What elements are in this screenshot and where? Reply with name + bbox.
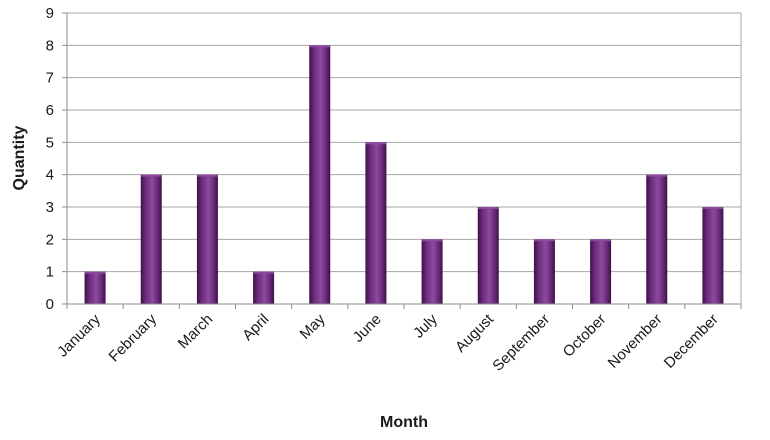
y-tick-label: 8 <box>46 37 54 54</box>
bar-january <box>84 271 106 304</box>
y-tick-label: 9 <box>46 5 54 22</box>
x-tick-label: July <box>410 310 441 341</box>
gridlines <box>67 12 741 273</box>
x-tick-label: March <box>175 311 216 352</box>
y-tick-label: 5 <box>46 134 54 151</box>
y-tick-label: 2 <box>46 231 54 248</box>
x-tick-label: August <box>452 310 498 356</box>
bar-october <box>590 239 612 304</box>
bar-cap <box>421 239 443 242</box>
x-tick-label: May <box>297 310 329 342</box>
bar-june <box>365 142 387 304</box>
bar-cap <box>590 239 612 242</box>
y-tick-labels: 0 1 2 3 4 5 6 7 8 9 <box>46 5 54 313</box>
y-tick-label: 0 <box>46 296 54 313</box>
x-tick-label: November <box>605 311 666 372</box>
bar-cap <box>365 142 387 145</box>
x-tick-label: December <box>661 311 722 372</box>
bar-cap <box>533 239 555 242</box>
bar-cap <box>477 207 499 209</box>
x-tick-label: September <box>489 311 553 375</box>
x-tick-label: April <box>239 311 272 344</box>
bars <box>84 45 724 304</box>
bar-cap <box>702 207 724 209</box>
bar-cap <box>140 174 162 177</box>
y-tick-label: 6 <box>46 102 54 119</box>
x-tick-labels: January February March April May June July Augu… <box>54 310 722 374</box>
y-tick-label: 1 <box>46 264 54 281</box>
axes <box>62 12 742 309</box>
y-tick-label: 3 <box>46 199 54 216</box>
bar-cap <box>196 174 218 177</box>
y-axis-title: Quantity <box>11 125 28 190</box>
x-axis-title: Month <box>380 414 428 431</box>
x-tick-label: January <box>54 310 104 360</box>
bar-september <box>533 239 555 304</box>
bar-december <box>702 207 724 304</box>
bar-cap <box>646 174 668 177</box>
bar-march <box>196 174 218 304</box>
bar-april <box>253 271 275 304</box>
y-tick-label: 7 <box>46 70 54 87</box>
bar-july <box>421 239 443 304</box>
bar-november <box>646 174 668 304</box>
bar-cap <box>309 45 331 48</box>
x-tick-label: June <box>350 311 385 346</box>
bar-february <box>140 174 162 304</box>
bar-cap <box>84 271 106 274</box>
x-tick-label: February <box>106 310 161 365</box>
x-tick-label: October <box>560 311 610 361</box>
bar-may <box>309 45 331 304</box>
y-tick-label: 4 <box>46 167 54 184</box>
bar-august <box>477 207 499 304</box>
bar-cap <box>253 271 275 274</box>
